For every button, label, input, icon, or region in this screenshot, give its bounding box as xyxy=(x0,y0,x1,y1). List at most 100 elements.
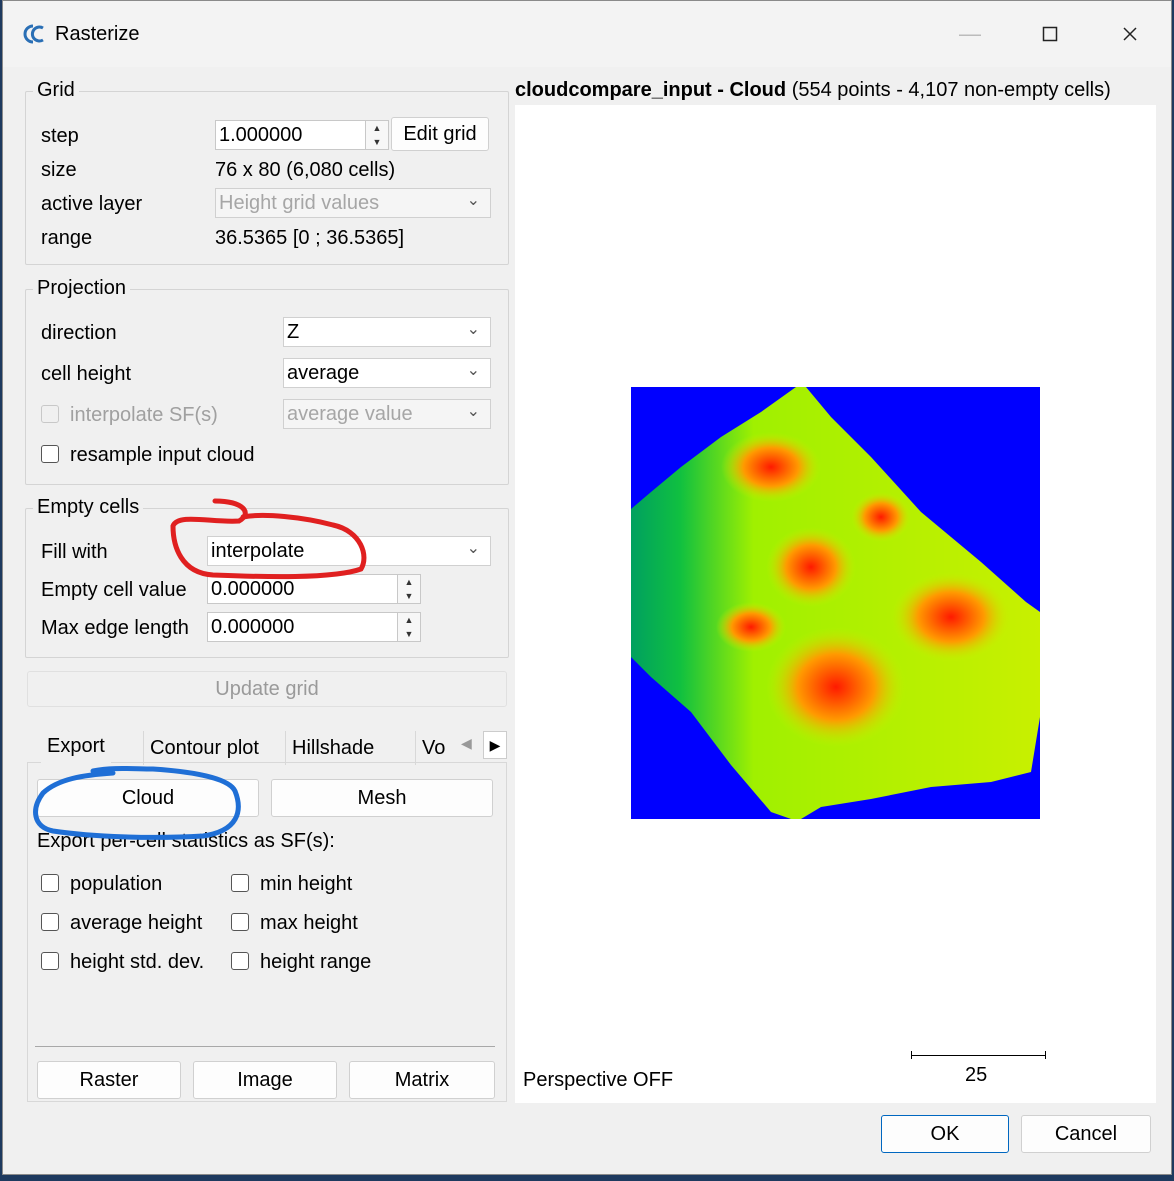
range-label: range xyxy=(41,227,93,249)
tab-scroll-left-icon[interactable]: ◀ xyxy=(461,735,472,751)
tab-contour-plot[interactable]: Contour plot xyxy=(143,731,265,765)
tab-pane xyxy=(27,762,507,1102)
close-icon[interactable] xyxy=(1107,15,1153,53)
scale-bar xyxy=(911,1055,1045,1056)
height-range-checkbox[interactable] xyxy=(231,952,249,970)
fill-with-value: interpolate xyxy=(211,540,305,562)
chevron-down-icon: ⌄ xyxy=(466,321,480,338)
tab-hillshade[interactable]: Hillshade xyxy=(285,731,380,765)
spin-up-icon[interactable]: ▲ xyxy=(372,123,382,133)
cell-height-label: cell height xyxy=(41,363,132,385)
empty-cells-group xyxy=(25,508,509,658)
spin-down-icon[interactable]: ▼ xyxy=(372,137,382,147)
max-height-checkbox[interactable] xyxy=(231,913,249,931)
resample-checkbox[interactable] xyxy=(41,445,59,463)
interpolate-sf-select[interactable]: average value ⌄ xyxy=(283,399,491,429)
step-label: step xyxy=(41,125,79,147)
step-value: 1.000000 xyxy=(219,124,303,146)
grid-group-title: Grid xyxy=(33,79,79,102)
max-edge-value: 0.000000 xyxy=(211,616,295,638)
fill-with-select[interactable]: interpolate ⌄ xyxy=(207,536,491,566)
viewport-title: cloudcompare_input - Cloud (554 points -… xyxy=(515,79,1111,102)
interpolate-sf-label: interpolate SF(s) xyxy=(70,404,218,426)
spin-up-icon[interactable]: ▲ xyxy=(404,577,414,587)
projection-group xyxy=(25,289,509,485)
cell-height-select[interactable]: average ⌄ xyxy=(283,358,491,388)
direction-label: direction xyxy=(41,322,117,344)
raster-high-region xyxy=(716,602,786,652)
empty-cells-group-title: Empty cells xyxy=(33,496,144,519)
raster-high-region xyxy=(851,492,911,542)
step-spinner[interactable]: ▲ ▼ xyxy=(365,121,388,149)
raster-image xyxy=(631,387,1040,819)
grid-group xyxy=(25,91,509,265)
empty-cell-value: 0.000000 xyxy=(211,578,295,600)
raster-high-region xyxy=(721,432,821,502)
spin-down-icon[interactable]: ▼ xyxy=(404,629,414,639)
annotation-overlay xyxy=(33,498,367,840)
max-height-label: max height xyxy=(260,912,358,934)
max-edge-label: Max edge length xyxy=(41,617,189,639)
export-raster-button[interactable]: Raster xyxy=(37,1061,181,1099)
spin-down-icon[interactable]: ▼ xyxy=(404,591,414,601)
export-matrix-button[interactable]: Matrix xyxy=(349,1061,495,1099)
interpolate-sf-value: average value xyxy=(287,403,413,425)
max-edge-input[interactable]: 0.000000 ▲ ▼ xyxy=(207,612,421,642)
max-edge-spinner[interactable]: ▲ ▼ xyxy=(397,613,420,641)
projection-group-title: Projection xyxy=(33,277,130,300)
tab-export[interactable]: Export xyxy=(41,729,111,763)
export-image-button[interactable]: Image xyxy=(193,1061,337,1099)
spin-up-icon[interactable]: ▲ xyxy=(404,615,414,625)
chevron-down-icon: ⌄ xyxy=(466,403,480,420)
cell-height-value: average xyxy=(287,362,360,384)
raster-footprint xyxy=(631,387,1040,819)
size-label: size xyxy=(41,159,77,181)
scale-bar-label: 25 xyxy=(965,1064,988,1086)
raster-high-region xyxy=(766,527,856,607)
range-value: 36.5365 [0 ; 36.5365] xyxy=(215,227,405,249)
min-height-label: min height xyxy=(260,873,353,895)
edit-grid-button[interactable]: Edit grid xyxy=(391,117,489,151)
empty-cell-value-label: Empty cell value xyxy=(41,579,187,601)
active-layer-value: Height grid values xyxy=(219,192,380,214)
tab-volume[interactable]: Vo xyxy=(415,731,450,765)
population-label: population xyxy=(70,873,163,895)
fill-with-label: Fill with xyxy=(41,541,108,563)
perspective-label: Perspective OFF xyxy=(523,1069,674,1091)
height-range-label: height range xyxy=(260,951,372,973)
cancel-button[interactable]: Cancel xyxy=(1021,1115,1151,1153)
raster-high-region xyxy=(891,572,1011,662)
scale-bar-tick-right xyxy=(1045,1051,1046,1059)
export-cloud-button[interactable]: Cloud xyxy=(37,779,259,817)
population-checkbox[interactable] xyxy=(41,874,59,892)
height-std-checkbox[interactable] xyxy=(41,952,59,970)
min-height-checkbox[interactable] xyxy=(231,874,249,892)
update-grid-button[interactable]: Update grid xyxy=(27,671,507,707)
cloud-name: cloudcompare_input - Cloud xyxy=(515,79,787,101)
active-layer-label: active layer xyxy=(41,193,143,215)
cloudcompare-logo-icon xyxy=(23,24,44,44)
ok-button[interactable]: OK xyxy=(881,1115,1009,1153)
step-input[interactable]: 1.000000 ▲ ▼ xyxy=(215,120,389,150)
chevron-down-icon: ⌄ xyxy=(466,362,480,379)
red-annotation-circle xyxy=(170,498,367,580)
window-title: Rasterize xyxy=(55,23,140,45)
active-layer-select[interactable]: Height grid values ⌄ xyxy=(215,188,491,218)
interpolate-sf-checkbox[interactable] xyxy=(41,405,59,423)
cloud-info: (554 points - 4,107 non-empty cells) xyxy=(791,79,1111,101)
export-mesh-button[interactable]: Mesh xyxy=(271,779,493,817)
direction-value: Z xyxy=(287,321,300,343)
maximize-icon[interactable] xyxy=(1027,15,1073,53)
average-height-checkbox[interactable] xyxy=(41,913,59,931)
size-value: 76 x 80 (6,080 cells) xyxy=(215,159,396,181)
direction-select[interactable]: Z ⌄ xyxy=(283,317,491,347)
average-height-label: average height xyxy=(70,912,203,934)
divider xyxy=(35,1046,495,1047)
tab-scroll-right-icon[interactable]: ▶ xyxy=(483,731,507,759)
blue-annotation-circle xyxy=(33,766,241,840)
scale-bar-tick-left xyxy=(911,1051,912,1059)
empty-cell-spinner[interactable]: ▲ ▼ xyxy=(397,575,420,603)
minimize-icon[interactable]: — xyxy=(959,21,981,46)
raster-high-region xyxy=(766,627,906,747)
chevron-down-icon: ⌄ xyxy=(466,192,480,209)
